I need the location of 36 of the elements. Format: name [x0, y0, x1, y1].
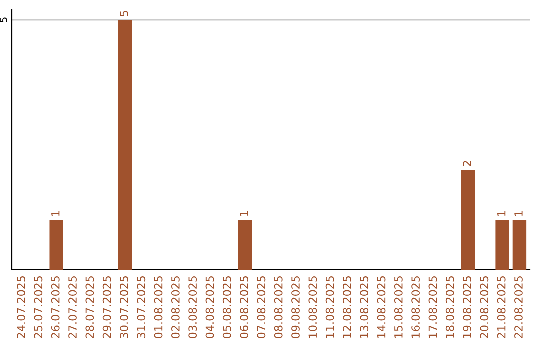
x-tick-label: 13.08.2025 — [360, 276, 369, 338]
x-tick-label: 12.08.2025 — [343, 276, 352, 338]
x-tick-label: 02.08.2025 — [171, 276, 180, 338]
x-tick-label: 01.08.2025 — [154, 276, 163, 338]
x-tick-label: 15.08.2025 — [394, 276, 403, 338]
x-tick-label: 05.08.2025 — [222, 276, 232, 338]
x-tick-label: 18.08.2025 — [446, 276, 454, 338]
data-label: 1 — [514, 211, 523, 216]
x-tick-label: 27.07.2025 — [68, 276, 77, 338]
x-tick-label: 09.08.2025 — [292, 276, 300, 338]
x-tick-label: 04.08.2025 — [206, 276, 214, 338]
x-tick-label: 10.08.2025 — [308, 276, 318, 338]
x-tick-label: 25.07.2025 — [34, 276, 43, 338]
x-tick-label: 19.08.2025 — [463, 276, 472, 338]
data-label: 1 — [240, 211, 248, 216]
x-tick-label: 03.08.2025 — [188, 276, 198, 338]
data-label: 1 — [498, 211, 506, 216]
x-tick-label: 21.08.2025 — [497, 276, 506, 338]
x-tick-label: 29.07.2025 — [102, 276, 112, 338]
x-tick-label: 28.07.2025 — [86, 276, 94, 338]
data-label: 5 — [120, 11, 128, 16]
data-label: 2 — [463, 161, 472, 166]
x-tick-label: 20.08.2025 — [480, 276, 489, 338]
x-tick-label: 30.07.2025 — [120, 276, 128, 338]
x-tick-label: 17.08.2025 — [428, 276, 438, 338]
x-tick-label: 11.08.2025 — [326, 276, 334, 338]
x-tick-label: 06.08.2025 — [240, 276, 248, 338]
x-tick-label: 16.08.2025 — [412, 276, 420, 338]
x-tick-label: 08.08.2025 — [274, 276, 283, 338]
x-tick-label: 24.07.2025 — [17, 276, 26, 338]
x-tick-label: 07.08.2025 — [257, 276, 266, 338]
x-tick-label: 31.07.2025 — [137, 276, 146, 338]
data-label: 1 — [52, 211, 60, 216]
x-tick-label: 22.08.2025 — [514, 276, 523, 338]
x-tick-label: 26.07.2025 — [51, 276, 60, 338]
x-tick-label: 14.08.2025 — [377, 276, 386, 338]
